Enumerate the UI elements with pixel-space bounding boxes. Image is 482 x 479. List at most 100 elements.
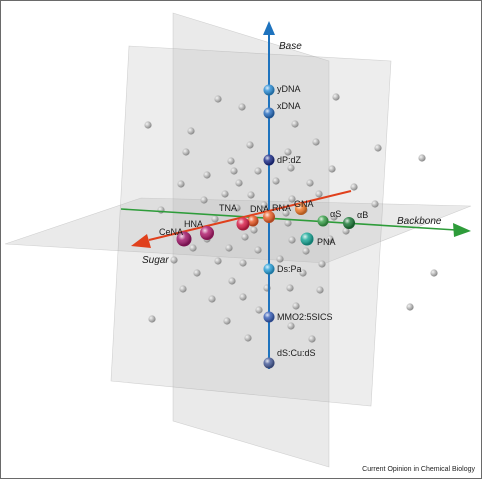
scatter-sphere bbox=[342, 227, 350, 235]
scatter-sphere bbox=[308, 335, 316, 343]
scatter-sphere bbox=[430, 269, 438, 277]
scatter-sphere bbox=[211, 215, 219, 223]
node-dna: DNA bbox=[247, 204, 269, 227]
backbone-axis-arrow bbox=[453, 223, 471, 237]
scatter-sphere bbox=[332, 93, 340, 101]
scatter-sphere bbox=[244, 334, 252, 342]
node-sphere-shine-cena bbox=[176, 231, 192, 247]
node-sphere-shine-gna bbox=[295, 203, 307, 215]
scatter-sphere bbox=[235, 179, 243, 187]
scatter-sphere bbox=[306, 179, 314, 187]
scatter-sphere bbox=[247, 191, 255, 199]
scatter-sphere bbox=[246, 141, 254, 149]
node-dscuds: dS:Cu:dS bbox=[263, 348, 316, 369]
node-sphere-shine-dna bbox=[247, 215, 259, 227]
scatter-sphere bbox=[241, 233, 249, 241]
node-label-ydna: yDNA bbox=[277, 84, 301, 94]
node-sphere-shine-dpdz bbox=[263, 154, 275, 166]
node-label-dpdz: dP:dZ bbox=[277, 155, 302, 165]
node-sphere-shine-xdna bbox=[263, 107, 275, 119]
node-label-rna: RNA bbox=[272, 203, 291, 213]
scatter-sphere bbox=[233, 204, 241, 212]
scatter-sphere bbox=[272, 177, 280, 185]
base-axis-label: Base bbox=[279, 41, 302, 52]
node-ab: αB bbox=[343, 210, 368, 229]
node-label-mmo2: MMO2:5SICS bbox=[277, 312, 333, 322]
scatter-sphere bbox=[302, 247, 310, 255]
scatter-sphere bbox=[276, 255, 284, 263]
scatter-sphere bbox=[255, 306, 263, 314]
scatter-sphere bbox=[214, 95, 222, 103]
scatter-sphere bbox=[260, 201, 268, 209]
node-label-ab: αB bbox=[357, 210, 368, 220]
node-dpdz: dP:dZ bbox=[263, 154, 302, 166]
scatter-sphere bbox=[238, 103, 246, 111]
node-sphere-shine-pna bbox=[300, 232, 314, 246]
scatter-sphere bbox=[312, 138, 320, 146]
scatter-spheres bbox=[144, 93, 438, 343]
node-sphere-shine-dspa bbox=[263, 263, 275, 275]
scatter-sphere bbox=[330, 213, 338, 221]
scatter-sphere bbox=[148, 315, 156, 323]
scatter-sphere bbox=[223, 317, 231, 325]
scatter-sphere bbox=[292, 302, 300, 310]
node-cena: CeNA bbox=[159, 227, 192, 247]
scatter-sphere bbox=[200, 196, 208, 204]
scatter-sphere bbox=[227, 157, 235, 165]
scatter-sphere bbox=[350, 183, 358, 191]
node-gna: GNA bbox=[294, 199, 314, 215]
node-pna: PNA bbox=[300, 232, 336, 247]
node-sphere-shine-ab bbox=[343, 217, 355, 229]
plane-horizontal bbox=[4, 197, 472, 264]
scatter-sphere bbox=[250, 226, 258, 234]
scatter-sphere bbox=[406, 303, 414, 311]
scatter-sphere bbox=[239, 259, 247, 267]
scatter-sphere bbox=[374, 144, 382, 152]
scatter-sphere bbox=[371, 200, 379, 208]
scatter-sphere bbox=[286, 284, 294, 292]
scatter-sphere bbox=[144, 121, 152, 129]
scatter-sphere bbox=[254, 167, 262, 175]
node-label-dspa: Ds:Pa bbox=[277, 264, 302, 274]
node-label-dna: DNA bbox=[250, 204, 269, 214]
scatter-sphere bbox=[326, 235, 334, 243]
sugar-axis-label: Sugar bbox=[142, 255, 169, 266]
scatter-sphere bbox=[315, 190, 323, 198]
scatter-sphere bbox=[287, 164, 295, 172]
scatter-sphere bbox=[418, 154, 426, 162]
node-tna: TNA bbox=[219, 203, 250, 231]
node-ydna: yDNA bbox=[263, 84, 301, 96]
node-sphere-shine-dscuds bbox=[263, 357, 275, 369]
node-label-pna: PNA bbox=[317, 237, 336, 247]
scatter-sphere bbox=[179, 285, 187, 293]
node-sphere-shine-hna bbox=[200, 226, 214, 240]
credit-line: Current Opinion in Chemical Biology bbox=[362, 466, 475, 473]
backbone-axis-label: Backbone bbox=[397, 216, 442, 227]
scatter-sphere bbox=[193, 269, 201, 277]
scatter-sphere bbox=[284, 148, 292, 156]
scatter-sphere bbox=[157, 206, 165, 214]
node-label-gna: GNA bbox=[294, 199, 314, 209]
node-label-dscuds: dS:Cu:dS bbox=[277, 348, 316, 358]
node-label-hna: HNA bbox=[184, 219, 203, 229]
node-xdna: xDNA bbox=[263, 101, 301, 119]
scatter-sphere bbox=[254, 246, 262, 254]
scatter-sphere bbox=[225, 244, 233, 252]
node-hna: HNA bbox=[184, 219, 214, 240]
plane-back-vertical bbox=[172, 12, 330, 468]
scatter-sphere bbox=[287, 322, 295, 330]
scatter-sphere bbox=[170, 256, 178, 264]
sugar-axis-arrow bbox=[131, 234, 151, 248]
node-label-as: αS bbox=[330, 209, 341, 219]
scatter-sphere bbox=[288, 195, 296, 203]
base-axis-arrow bbox=[263, 21, 275, 35]
backbone-axis-line bbox=[120, 208, 457, 231]
scatter-sphere bbox=[228, 277, 236, 285]
scatter-sphere bbox=[318, 260, 326, 268]
node-as: αS bbox=[317, 209, 341, 227]
node-sphere-shine-ydna bbox=[263, 84, 275, 96]
scatter-sphere bbox=[208, 295, 216, 303]
node-label-xdna: xDNA bbox=[277, 101, 301, 111]
